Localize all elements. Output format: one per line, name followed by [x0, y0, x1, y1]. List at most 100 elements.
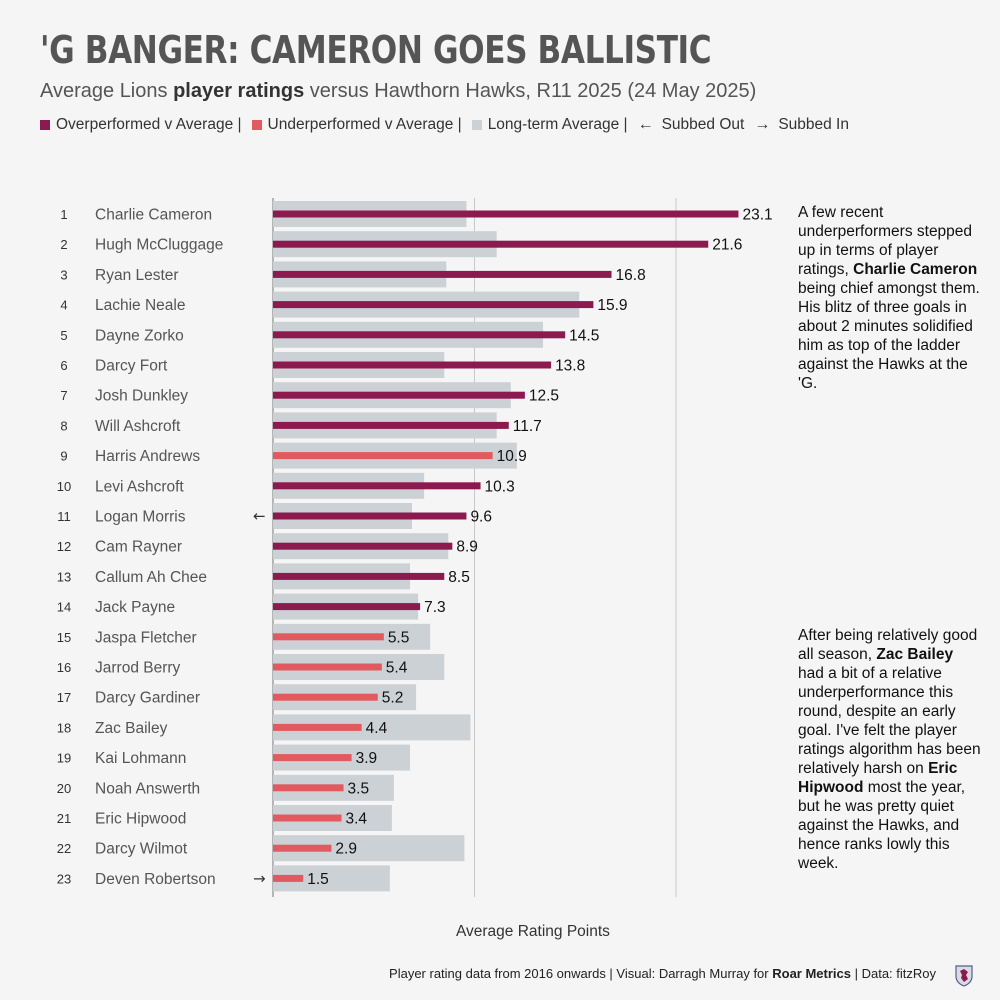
rating-bar: [273, 633, 384, 641]
player-name: Cam Rayner: [95, 539, 182, 556]
rating-bar: [273, 723, 362, 731]
player-rank: 17: [57, 690, 71, 705]
rating-value-label: 23.1: [742, 207, 772, 224]
rating-bar: [273, 361, 552, 369]
rating-bar: [273, 603, 421, 611]
annotation-text: After being relatively good all season,: [798, 627, 978, 663]
rating-value-label: 1.5: [307, 871, 329, 888]
player-name: Kai Lohmann: [95, 750, 186, 767]
player-rank: 12: [57, 539, 71, 554]
rating-value-label: 3.9: [356, 750, 378, 767]
player-rank: 11: [57, 509, 71, 524]
annotation-text: had a bit of a relative underperformance…: [798, 665, 981, 777]
player-rank: 9: [60, 449, 67, 464]
annotation-bailey: After being relatively good all season, …: [798, 626, 983, 873]
player-name: Lachie Neale: [95, 297, 185, 314]
legend-swatch-avg: [471, 120, 482, 130]
player-name: Charlie Cameron: [95, 207, 212, 224]
rating-value-label: 5.5: [388, 629, 410, 646]
legend-item-subbed-out: ← Subbed Out: [638, 116, 745, 134]
rating-bar: [273, 542, 453, 550]
player-rank: 1: [60, 207, 67, 222]
rating-value-label: 11.7: [513, 418, 542, 435]
chart-title: 'G BANGER: CAMERON GOES BALLISTIC: [40, 28, 712, 72]
player-rank: 6: [60, 358, 67, 373]
player-name: Zac Bailey: [95, 720, 168, 737]
rating-bar: [273, 814, 342, 822]
player-name: Callum Ah Chee: [95, 569, 207, 586]
rating-value-label: 2.9: [335, 841, 357, 858]
rating-bar: [273, 844, 332, 852]
player-rank: 23: [57, 871, 71, 886]
rating-value-label: 5.2: [382, 690, 404, 707]
footer-credits: Player rating data from 2016 onwards | V…: [389, 966, 936, 981]
player-rank: 8: [60, 418, 67, 433]
right-arrow-icon: →: [754, 116, 771, 133]
player-rank: 10: [57, 479, 71, 494]
legend-item-under: Underperformed v Average |: [251, 116, 462, 134]
player-name: Will Ashcroft: [95, 418, 181, 435]
rating-bar: [273, 482, 481, 490]
rating-value-label: 7.3: [424, 599, 446, 616]
x-axis-label: Average Rating Points: [456, 923, 610, 940]
player-name: Harris Andrews: [95, 448, 200, 465]
rating-value-label: 15.9: [597, 297, 627, 314]
legend-label-over: Overperformed v Average |: [56, 116, 242, 133]
chart-subtitle: Average Lions player ratings versus Hawt…: [40, 80, 756, 103]
player-name: Josh Dunkley: [95, 388, 188, 405]
rating-bar: [273, 572, 445, 580]
subtitle-bold: player ratings: [173, 80, 305, 102]
player-rank: 16: [57, 660, 71, 675]
annotation-text: most the year, but he was pretty quiet a…: [798, 779, 966, 872]
rating-value-label: 14.5: [569, 327, 599, 344]
player-name: Dayne Zorko: [95, 327, 184, 344]
rating-bar: [273, 240, 709, 248]
footer-bold: Roar Metrics: [772, 966, 851, 981]
rating-bar: [273, 301, 594, 309]
player-name: Ryan Lester: [95, 267, 179, 284]
annotation-text: being chief amongst them. His blitz of t…: [798, 280, 980, 392]
rating-bar: [273, 754, 352, 762]
subtitle-text-2: versus Hawthorn Hawks, R11 2025 (24 May …: [304, 80, 757, 102]
rating-bar: [273, 693, 378, 701]
legend-label-under: Underperformed v Average |: [267, 116, 462, 133]
player-name: Jaspa Fletcher: [95, 629, 197, 646]
rating-bar: [273, 210, 739, 218]
rating-bar: [273, 663, 382, 671]
rating-value-label: 12.5: [529, 388, 559, 405]
rating-value-label: 16.8: [616, 267, 646, 284]
rating-bar: [273, 452, 493, 460]
rating-value-label: 3.5: [348, 780, 370, 797]
rating-bar: [273, 391, 525, 399]
player-rank: 2: [60, 237, 67, 252]
legend-label-subbed-out: Subbed Out: [661, 116, 745, 133]
subbed-out-arrow-icon: ←: [253, 507, 266, 525]
rating-value-label: 13.8: [555, 358, 585, 375]
player-name: Deven Robertson: [95, 871, 216, 888]
legend-item-over: Overperformed v Average |: [40, 116, 242, 134]
player-name: Jarrod Berry: [95, 660, 181, 677]
footer-text: Player rating data from 2016 onwards | V…: [389, 966, 773, 981]
legend-swatch-over: [40, 120, 50, 130]
player-rank: 15: [57, 630, 71, 645]
player-name: Darcy Fort: [95, 358, 168, 375]
legend-swatch-under: [251, 120, 262, 130]
footer-text-2: | Data: fitzRoy: [850, 966, 936, 981]
annotation-bold: Charlie Cameron: [853, 261, 978, 278]
player-rank: 20: [57, 781, 71, 796]
rating-bar: [273, 331, 566, 339]
rating-bar: [273, 421, 509, 429]
player-rank: 21: [57, 811, 71, 826]
left-arrow-icon: ←: [637, 116, 654, 133]
annotation-bold: Zac Bailey: [876, 646, 954, 663]
legend: Overperformed v Average | Underperformed…: [40, 116, 849, 134]
subbed-in-arrow-icon: →: [253, 869, 266, 887]
player-rank: 19: [57, 751, 71, 766]
player-rank: 18: [57, 720, 71, 735]
player-name: Jack Payne: [95, 599, 175, 616]
rating-value-label: 5.4: [386, 660, 408, 677]
player-name: Hugh McCluggage: [95, 237, 223, 254]
player-name: Noah Answerth: [95, 780, 200, 797]
rating-bar: [273, 784, 344, 792]
legend-item-subbed-in: → Subbed In: [754, 116, 849, 134]
